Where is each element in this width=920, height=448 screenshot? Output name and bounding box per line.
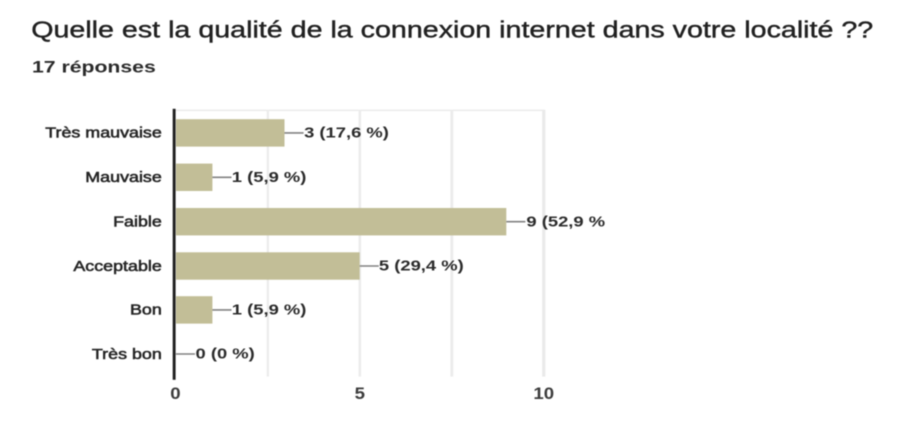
svg-text:3 (17,6 %): 3 (17,6 %) (304, 124, 389, 141)
svg-text:0 (0 %): 0 (0 %) (196, 345, 255, 362)
svg-text:9 (52,9 %: 9 (52,9 % (526, 213, 605, 230)
svg-text:Bon: Bon (130, 302, 162, 318)
svg-text:Quelle est la qualité de la co: Quelle est la qualité de la connexion in… (31, 16, 873, 43)
svg-text:10: 10 (533, 384, 554, 403)
svg-text:Mauvaise: Mauvaise (85, 170, 161, 186)
svg-text:Très mauvaise: Très mauvaise (45, 125, 162, 141)
svg-text:17 réponses: 17 réponses (32, 58, 156, 76)
svg-text:Faible: Faible (113, 214, 162, 230)
svg-text:5 (29,4 %): 5 (29,4 %) (379, 257, 464, 274)
svg-text:0: 0 (170, 384, 180, 403)
svg-text:Très bon: Très bon (92, 346, 162, 362)
svg-text:1 (5,9 %): 1 (5,9 %) (232, 301, 307, 318)
svg-text:1 (5,9 %): 1 (5,9 %) (232, 169, 307, 186)
svg-text:Acceptable: Acceptable (73, 258, 161, 274)
svg-text:5: 5 (355, 384, 366, 403)
